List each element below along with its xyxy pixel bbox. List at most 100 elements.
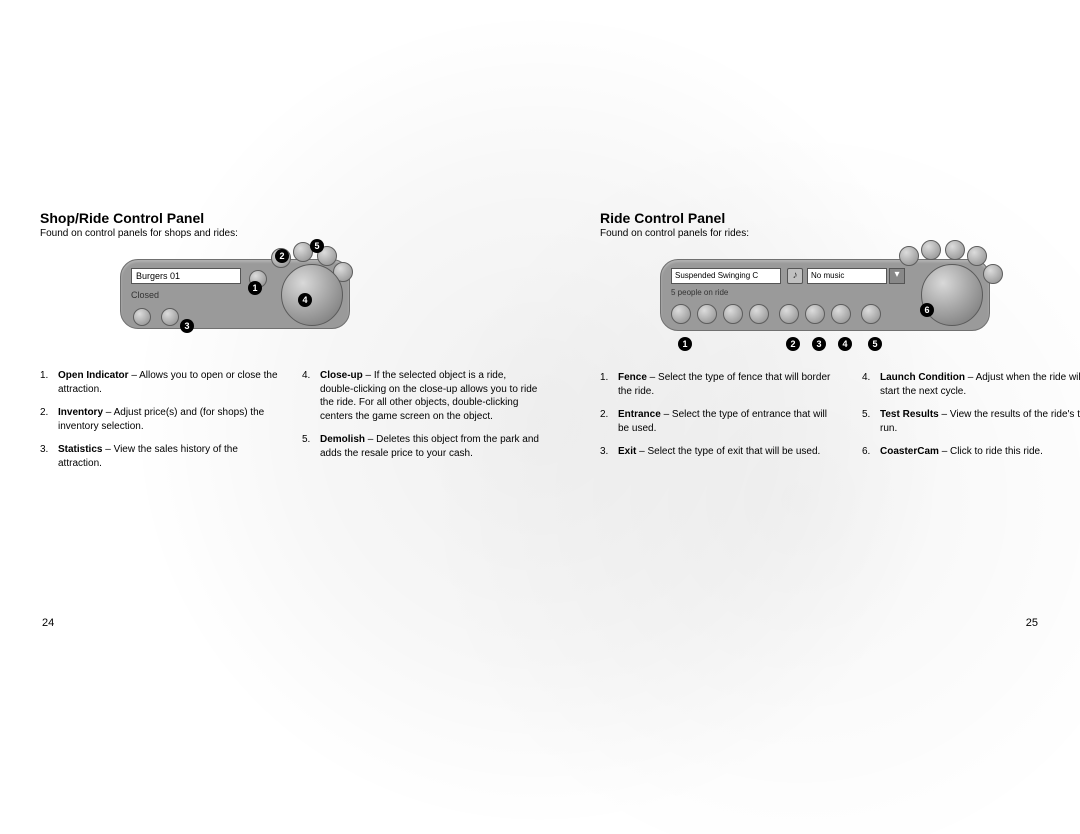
def-term: Test Results (880, 409, 939, 420)
def-body: Launch Condition – Adjust when the ride … (880, 371, 1080, 398)
left-subtitle: Found on control panels for shops and ri… (40, 228, 540, 239)
ride-music-select[interactable]: No music (807, 268, 887, 284)
move-button[interactable] (133, 308, 151, 326)
shop-status-label: Closed (131, 290, 159, 300)
ride-top-button-2[interactable] (921, 240, 941, 260)
callout-r2: 2 (786, 337, 800, 351)
def-row: 5. Demolish – Deletes this object from t… (302, 433, 540, 460)
def-desc: – Select the type of fence that will bor… (618, 372, 830, 397)
callout-4: 4 (298, 293, 312, 307)
close-up-knob[interactable] (281, 264, 343, 326)
def-row: 4. Close-up – If the selected object is … (302, 369, 540, 423)
exit-button[interactable] (805, 304, 825, 324)
callout-r1: 1 (678, 337, 692, 351)
def-body: Exit – Select the type of exit that will… (618, 445, 838, 459)
ride-button-2[interactable] (697, 304, 717, 324)
ride-close-up-knob[interactable] (921, 264, 983, 326)
right-def-col-1: 1. Fence – Select the type of fence that… (600, 371, 838, 469)
music-dropdown-icon[interactable]: ▾ (889, 268, 905, 284)
left-def-col-2: 4. Close-up – If the selected object is … (302, 369, 540, 480)
def-row: 2. Inventory – Adjust price(s) and (for … (40, 406, 278, 433)
def-term: Close-up (320, 370, 363, 381)
def-body: Inventory – Adjust price(s) and (for sho… (58, 406, 278, 433)
callout-2: 2 (275, 249, 289, 263)
right-title: Ride Control Panel (600, 210, 1080, 226)
music-icon: ♪ (787, 268, 803, 284)
def-row: 2. Entrance – Select the type of entranc… (600, 408, 838, 435)
ride-panel: Suspended Swinging C ♪ No music ▾ 5 peop… (660, 259, 990, 331)
def-desc: – Select the type of exit that will be u… (636, 446, 820, 457)
def-body: Test Results – View the results of the r… (880, 408, 1080, 435)
def-row: 3. Statistics – View the sales history o… (40, 443, 278, 470)
def-term: Inventory (58, 407, 103, 418)
def-body: Entrance – Select the type of entrance t… (618, 408, 838, 435)
def-body: Statistics – View the sales history of t… (58, 443, 278, 470)
def-number: 5. (302, 433, 320, 460)
def-body: Demolish – Deletes this object from the … (320, 433, 540, 460)
page-number-right: 25 (1026, 617, 1038, 629)
def-number: 6. (862, 445, 880, 459)
fence-button[interactable] (671, 304, 691, 324)
ride-top-button-3[interactable] (945, 240, 965, 260)
def-number: 3. (600, 445, 618, 459)
def-body: Close-up – If the selected object is a r… (320, 369, 540, 423)
shop-name-input[interactable]: Burgers 01 (131, 268, 241, 284)
right-subtitle: Found on control panels for rides: (600, 228, 1080, 239)
left-title: Shop/Ride Control Panel (40, 210, 540, 226)
def-term: Launch Condition (880, 372, 965, 383)
right-def-col-2: 4. Launch Condition – Adjust when the ri… (862, 371, 1080, 469)
right-page: Ride Control Panel Found on control pane… (600, 210, 1080, 469)
def-term: Entrance (618, 409, 661, 420)
launch-condition-button[interactable] (831, 304, 851, 324)
def-row: 1. Open Indicator – Allows you to open o… (40, 369, 278, 396)
def-number: 1. (600, 371, 618, 398)
riders-label: 5 people on ride (671, 288, 728, 297)
def-body: CoasterCam – Click to ride this ride. (880, 445, 1080, 459)
def-number: 3. (40, 443, 58, 470)
def-number: 2. (600, 408, 618, 435)
callout-r5: 5 (868, 337, 882, 351)
callout-r6: 6 (920, 303, 934, 317)
def-term: Statistics (58, 444, 102, 455)
def-number: 1. (40, 369, 58, 396)
def-row: 3. Exit – Select the type of exit that w… (600, 445, 838, 459)
def-number: 5. (862, 408, 880, 435)
def-number: 4. (862, 371, 880, 398)
shop-panel: Burgers 01 Closed (120, 259, 350, 329)
def-body: Open Indicator – Allows you to open or c… (58, 369, 278, 396)
def-row: 6. CoasterCam – Click to ride this ride. (862, 445, 1080, 459)
right-definitions: 1. Fence – Select the type of fence that… (600, 371, 1080, 469)
def-term: Fence (618, 372, 647, 383)
def-term: Exit (618, 446, 636, 457)
callout-r3: 3 (812, 337, 826, 351)
def-row: 4. Launch Condition – Adjust when the ri… (862, 371, 1080, 398)
def-term: CoasterCam (880, 446, 939, 457)
def-row: 1. Fence – Select the type of fence that… (600, 371, 838, 398)
left-definitions: 1. Open Indicator – Allows you to open o… (40, 369, 540, 480)
page-number-left: 24 (42, 617, 54, 629)
def-row: 5. Test Results – View the results of th… (862, 408, 1080, 435)
def-body: Fence – Select the type of fence that wi… (618, 371, 838, 398)
def-desc: – Click to ride this ride. (939, 446, 1043, 457)
def-number: 4. (302, 369, 320, 423)
shop-panel-figure: Burgers 01 Closed 1 2 3 4 5 (120, 259, 540, 329)
callout-5: 5 (310, 239, 324, 253)
def-number: 2. (40, 406, 58, 433)
statistics-button[interactable] (161, 308, 179, 326)
entrance-button[interactable] (779, 304, 799, 324)
left-page: Shop/Ride Control Panel Found on control… (40, 210, 540, 480)
ride-button-4[interactable] (749, 304, 769, 324)
callout-3: 3 (180, 319, 194, 333)
ride-top-button-4[interactable] (967, 246, 987, 266)
ride-button-3[interactable] (723, 304, 743, 324)
callout-1: 1 (248, 281, 262, 295)
def-term: Open Indicator (58, 370, 129, 381)
left-def-col-1: 1. Open Indicator – Allows you to open o… (40, 369, 278, 480)
test-results-button[interactable] (861, 304, 881, 324)
ride-panel-figure: Suspended Swinging C ♪ No music ▾ 5 peop… (660, 259, 1080, 331)
ride-top-button-5[interactable] (983, 264, 1003, 284)
def-term: Demolish (320, 434, 365, 445)
callout-r4: 4 (838, 337, 852, 351)
ride-name-input[interactable]: Suspended Swinging C (671, 268, 781, 284)
ride-top-button-1[interactable] (899, 246, 919, 266)
